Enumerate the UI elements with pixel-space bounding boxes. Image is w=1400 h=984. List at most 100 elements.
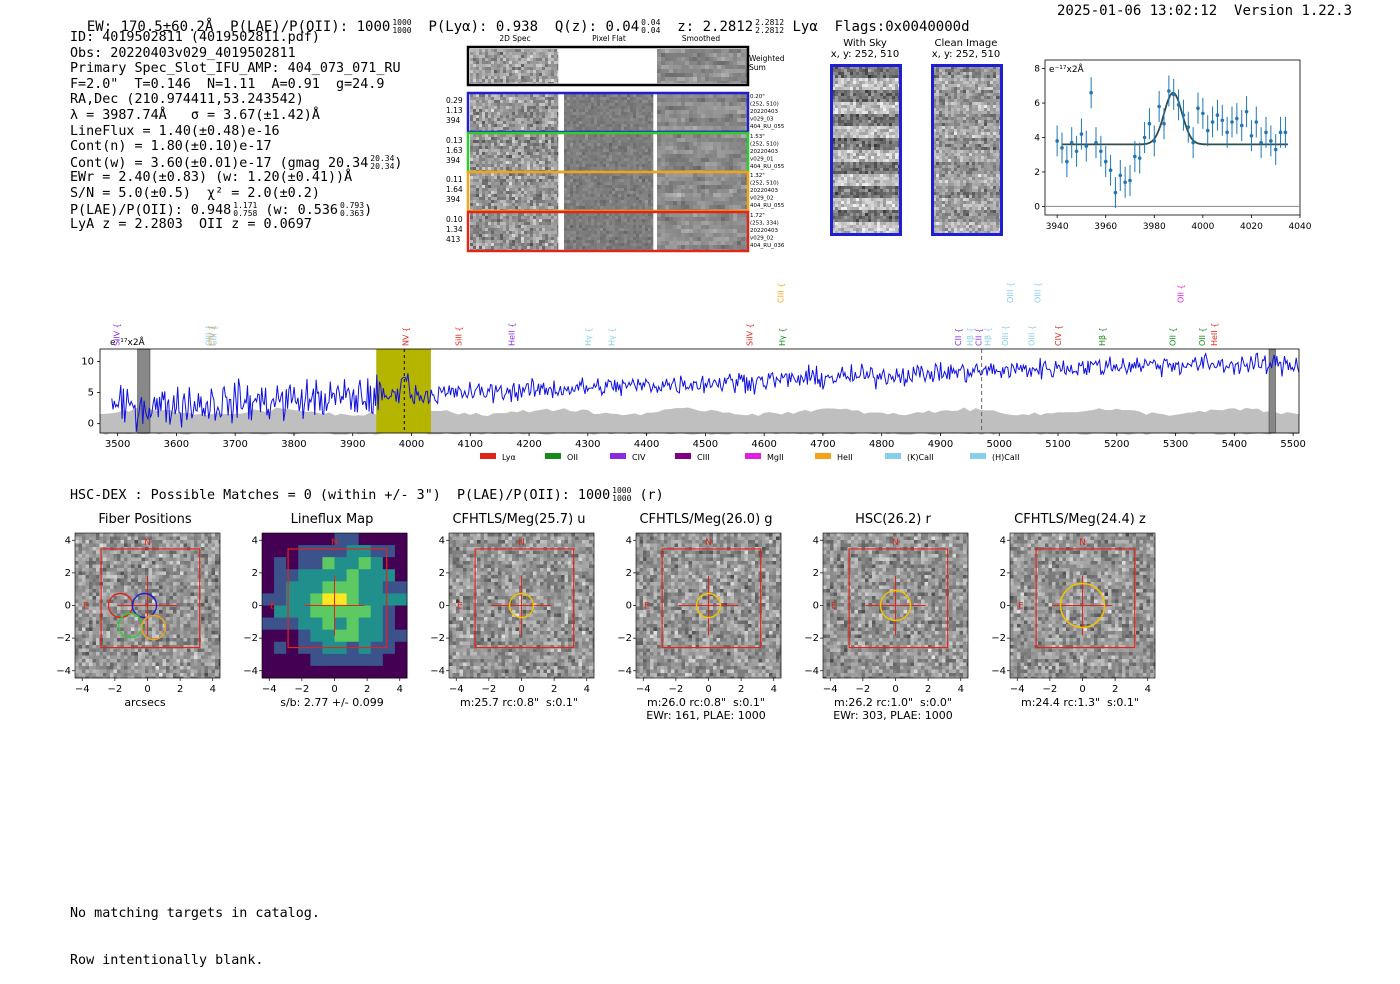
line-fit-point (1089, 91, 1093, 95)
line-fit-point (1094, 141, 1098, 145)
cutout-title: CFHTLS/Meg(24.4) z (990, 512, 1170, 527)
spectrum-xtick-label: 5400 (1222, 439, 1247, 450)
line-fit-xtick-label: 4020 (1240, 222, 1263, 232)
cutout-ytick-label: −4 (991, 666, 1006, 677)
line-fit-xtick-label: 3940 (1046, 222, 1069, 232)
legend-swatch (970, 453, 986, 459)
cutout-xtick-label: −2 (1043, 684, 1058, 695)
cutout-ytick-label: 0 (65, 601, 71, 612)
cutout-ytick-label: 2 (65, 568, 71, 579)
spectrum-ytick-label: 10 (81, 356, 94, 367)
cutout-ytick-label: −2 (617, 633, 632, 644)
cutout-footer-2: EWr: 161, PLAE: 1000 (616, 709, 796, 722)
fiber-row-0-right-2: 20220403 (750, 109, 778, 115)
line-fit-point (1279, 131, 1283, 135)
cutout-ytick-label: 2 (252, 568, 258, 579)
cutout-xtick-label: 0 (518, 684, 524, 695)
line-fit-point (1162, 122, 1166, 126)
spectrum-xtick-label: 4400 (634, 439, 659, 450)
info-fit: F=2.0" T=0.146 N=1.11 A=0.91 g=24.9 (70, 77, 402, 93)
cutout-ytick-label: 0 (813, 601, 819, 612)
spectrum-ytick-label: 0 (88, 419, 94, 430)
cutout-xtick-label: −2 (856, 684, 871, 695)
line-fit-point (1128, 179, 1132, 183)
fiber-row-0-right-1: (252, 510) (750, 102, 779, 108)
line-fit-point (1274, 148, 1278, 152)
line-label: CIV { (1054, 325, 1063, 346)
with-sky-title: With Sky (826, 38, 904, 49)
info-contn: Cont(n) = 1.80(±0.10)e-17 (70, 139, 402, 155)
row-0-smoothed (657, 94, 747, 131)
line-fit-point (1177, 103, 1181, 107)
emission-line-window (376, 349, 431, 433)
cutout-title: Fiber Positions (55, 512, 235, 527)
info-lyaz: LyA z = 2.2803 OII z = 0.0697 (70, 217, 402, 233)
cutout-footer: m:26.0 rc:0.8" s:0.1" (616, 696, 796, 709)
cutout-footer: m:25.7 rc:0.8" s:0.1" (429, 696, 609, 709)
spectrum-xtick-label: 4200 (516, 439, 541, 450)
line-label: SiII { (455, 326, 464, 346)
fiber-row-0-right-3: v029_03 (750, 117, 774, 123)
spectrum-xtick-label: 5300 (1163, 439, 1188, 450)
legend-label: HeII (837, 453, 853, 462)
info-id: ID: 4019502811 (4019502811.pdf) (70, 30, 402, 46)
fiber-row-1-left-1: 1.63 (446, 146, 463, 155)
catalog-footer: No matching targets in catalog. Row inte… (70, 875, 320, 984)
header-timestamp: 2025-01-06 13:02:12 (1057, 3, 1217, 19)
fiber-row-2-right-4: 404_RU_055 (750, 203, 785, 209)
spectrum-xtick-label: 5500 (1280, 439, 1305, 450)
east-indicator: E (83, 602, 89, 612)
legend-swatch (885, 453, 901, 459)
cutout-ytick-label: −2 (243, 633, 258, 644)
cutout-xtick-label: −2 (482, 684, 497, 695)
fiber-row-3-right-3: v029_02 (750, 236, 774, 242)
cutout-ytick-label: −2 (430, 633, 445, 644)
fiber-row-0-left-0: 0.29 (446, 96, 463, 105)
cutout-footer-2: EWr: 303, PLAE: 1000 (803, 709, 983, 722)
weighted-smoothed (657, 49, 747, 83)
north-indicator: N (1079, 538, 1086, 548)
fiber-row-3-left-1: 1.34 (446, 225, 463, 234)
cutout-footer: arcsecs (55, 696, 235, 709)
fiber-row-2-left-1: 1.64 (446, 185, 463, 194)
line-label: OIII { (1033, 282, 1042, 303)
cutout-ytick-label: 4 (65, 535, 71, 546)
cutout-ytick-label: 2 (1000, 568, 1006, 579)
spectrum-xtick-label: 4300 (575, 439, 600, 450)
cutout-footer: s/b: 2.77 +/- 0.099 (242, 696, 422, 709)
line-label: Hγ { (584, 328, 593, 346)
legend-swatch (815, 453, 831, 459)
line-fit-point (1230, 120, 1234, 124)
spectrum-xtick-label: 4700 (810, 439, 835, 450)
line-fit-ylabel: e⁻¹⁷x2Å (1049, 63, 1085, 75)
row-0-pixelflat (564, 94, 653, 131)
cutout-xtick-label: 0 (331, 684, 337, 695)
north-indicator: N (331, 538, 338, 548)
spectrum-noise-band (100, 408, 1299, 435)
east-indicator: E (457, 602, 463, 612)
east-indicator: E (270, 602, 276, 612)
line-fit-point (1240, 124, 1244, 128)
spectrum-xtick-label: 4900 (928, 439, 953, 450)
line-fit-point (1084, 144, 1088, 148)
header-flags: Flags:0x0040000d (835, 19, 970, 35)
line-fit-point (1109, 168, 1113, 172)
spectrum-xtick-label: 3500 (105, 439, 130, 450)
cutout-ytick-label: −4 (617, 666, 632, 677)
cutout-xtick-label: 0 (144, 684, 150, 695)
info-radec: RA,Dec (210.974411,53.243542) (70, 92, 402, 108)
line-fit-xtick-label: 4000 (1191, 222, 1214, 232)
row-1-smoothed (657, 134, 747, 171)
fiber-row-0-left-2: 394 (446, 116, 461, 125)
fiber-row-3-right-2: 20220403 (750, 228, 778, 234)
line-fit-point (1284, 131, 1288, 135)
line-fit-xtick-label: 4040 (1289, 222, 1312, 232)
cutout-xtick-label: 2 (177, 684, 183, 695)
